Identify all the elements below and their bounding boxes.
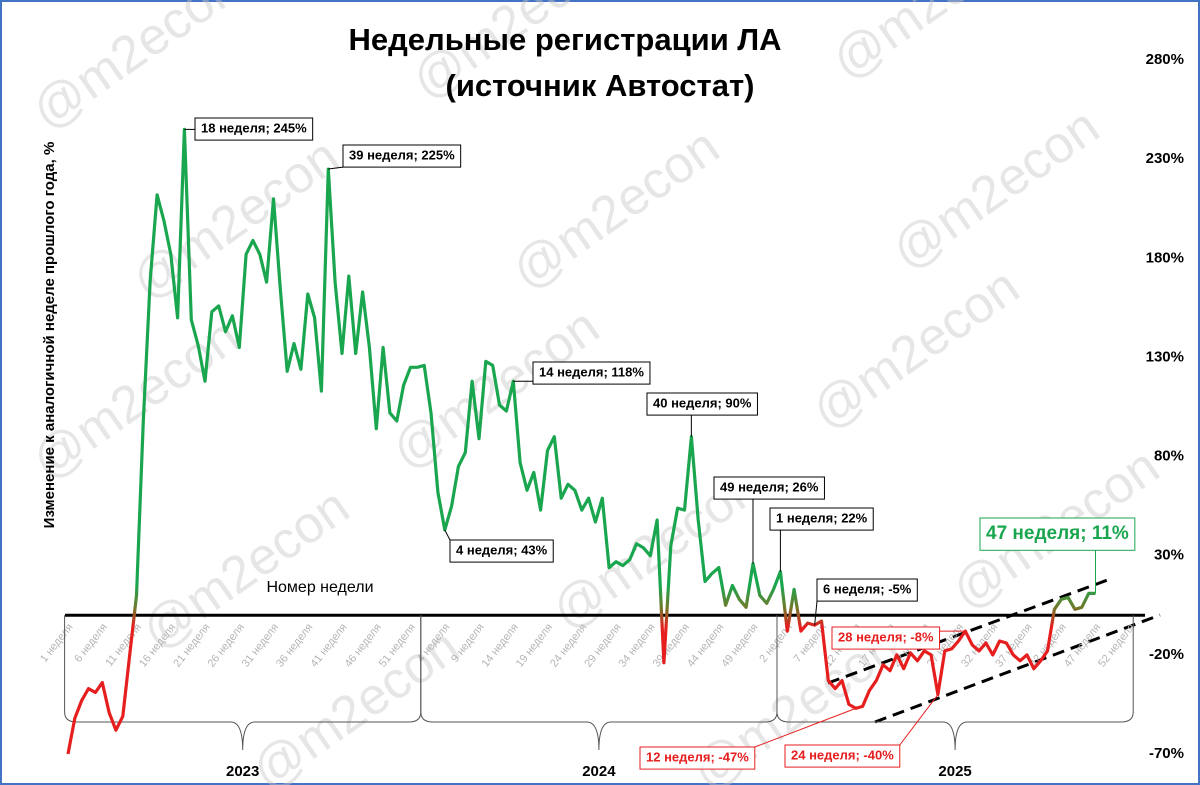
y-tick-label: 280% (1146, 51, 1184, 68)
annotation-box (639, 746, 756, 770)
group-bracket (776, 615, 1134, 751)
annotation-text: 40 неделя; 90% (653, 395, 752, 410)
annotation-leader (899, 694, 939, 746)
y-tick-label: 180% (1146, 249, 1184, 266)
x-axis-label: Номер недели (266, 579, 373, 596)
annotation-leader (328, 166, 344, 170)
y-tick-label: 130% (1146, 348, 1184, 365)
y-tick-label: -70% (1149, 745, 1184, 762)
annotation-text: 6 неделя; -5% (823, 581, 912, 596)
annotation-box (784, 744, 901, 768)
annotation-box (194, 117, 314, 141)
annotation-leader (814, 601, 818, 626)
annotation-box (816, 578, 918, 602)
y-tick-label: 30% (1154, 547, 1184, 564)
chart-subtitle: (источник Автостат) (446, 68, 755, 103)
y-tick-label: 230% (1146, 150, 1184, 167)
annotation-text: 14 неделя; 118% (539, 364, 644, 379)
data-line (66, 127, 1096, 755)
annotation-text: 12 неделя; -47% (646, 749, 749, 764)
annotation-text: 47 неделя; 11% (986, 523, 1129, 544)
annotation-text: 4 неделя; 43% (456, 542, 548, 557)
annotation-leader (754, 707, 856, 748)
annotation-text: 24 неделя; -40% (791, 747, 894, 762)
annotation-text: 18 неделя; 245% (201, 120, 307, 135)
group-label: 2025 (938, 763, 971, 780)
annotation-box (831, 626, 941, 650)
annotation-box (769, 507, 874, 531)
trend-line (827, 576, 1114, 685)
annotation-text: 39 неделя; 225% (349, 147, 455, 162)
annotation-text: 28 неделя; -8% (838, 629, 934, 644)
group-bracket (420, 615, 778, 751)
annotation-box (713, 476, 825, 500)
y-axis-label: Изменение к аналогичной неделе прошлого … (41, 142, 58, 529)
trend-line (874, 613, 1161, 724)
y-tick-label: 80% (1154, 448, 1184, 465)
group-label: 2024 (582, 763, 616, 780)
group-label: 2023 (226, 763, 259, 780)
annotation-box (342, 144, 462, 168)
group-bracket (64, 615, 422, 751)
annotation-box (979, 517, 1136, 551)
chart-title: Недельные регистрации ЛА (348, 22, 781, 57)
annotation-box (532, 361, 651, 385)
annotation-text: 49 неделя; 26% (720, 479, 819, 494)
annotation-leader (444, 529, 451, 541)
annotation-box (646, 392, 758, 416)
annotation-box (449, 539, 554, 563)
y-tick-label: -20% (1149, 646, 1184, 663)
annotation-text: 1 неделя; 22% (776, 510, 868, 525)
